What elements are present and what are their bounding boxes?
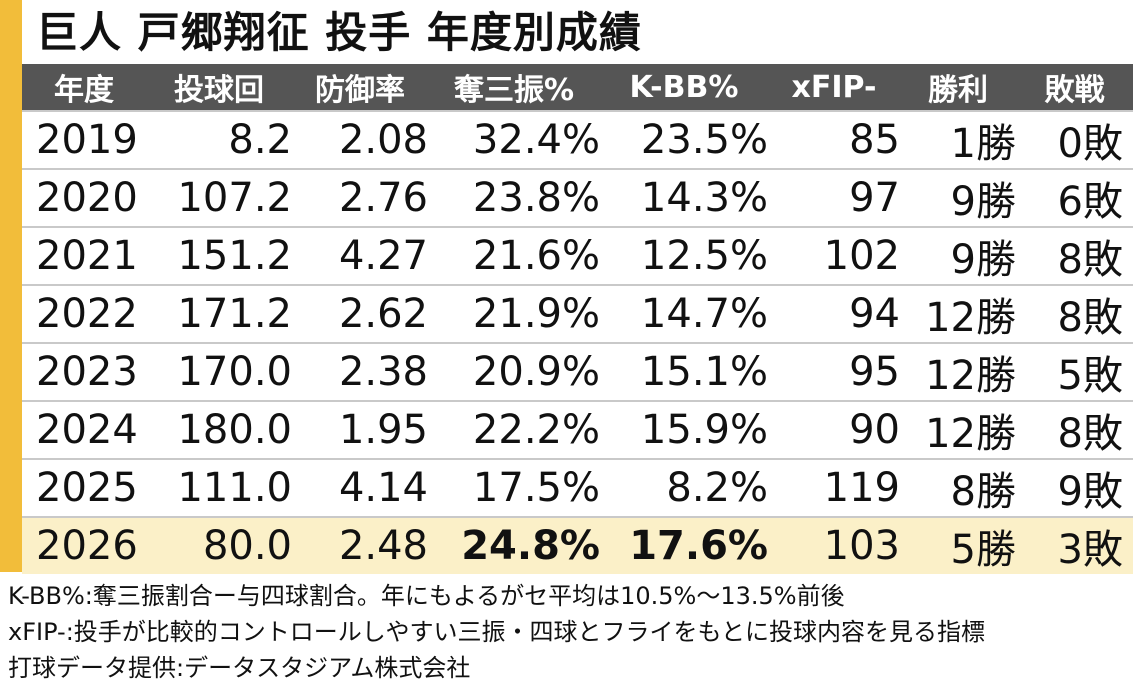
header-losses: 敗戦 bbox=[1044, 73, 1105, 108]
cell-innings: 171.2 bbox=[177, 291, 292, 337]
cell-wins: 1勝 bbox=[950, 121, 1016, 167]
cell-strikeout-rate: 22.2% bbox=[472, 407, 600, 453]
cell-xfip-minus: 95 bbox=[849, 349, 900, 395]
table-row-highlighted: 2026 80.0 2.48 24.8% 17.6% 103 5勝 3敗 bbox=[22, 516, 1133, 574]
cell-k-bb: 23.5% bbox=[640, 117, 768, 163]
cell-strikeout-rate: 23.8% bbox=[472, 175, 600, 221]
cell-innings: 8.2 bbox=[228, 117, 292, 163]
cell-innings: 80.0 bbox=[202, 523, 292, 569]
header-xfip-minus: xFIP- bbox=[791, 69, 877, 105]
cell-losses: 5敗 bbox=[1057, 353, 1123, 399]
cell-era: 4.27 bbox=[338, 233, 428, 279]
cell-era: 2.08 bbox=[338, 117, 428, 163]
cell-year: 2026 bbox=[36, 523, 138, 569]
cell-innings: 107.2 bbox=[177, 175, 292, 221]
cell-innings: 180.0 bbox=[177, 407, 292, 453]
cell-losses: 8敗 bbox=[1057, 237, 1123, 283]
cell-k-bb: 15.9% bbox=[640, 407, 768, 453]
cell-xfip-minus: 119 bbox=[823, 465, 900, 511]
cell-xfip-minus: 103 bbox=[823, 523, 900, 569]
cell-wins: 9勝 bbox=[950, 179, 1016, 225]
cell-innings: 151.2 bbox=[177, 233, 292, 279]
page-title: 巨人 戸郷翔征 投手 年度別成績 bbox=[36, 8, 642, 57]
cell-wins: 8勝 bbox=[950, 469, 1016, 515]
cell-k-bb: 14.3% bbox=[640, 175, 768, 221]
table-header-row: 年度 投球回 防御率 奪三振% K-BB% xFIP- 勝利 敗戦 bbox=[22, 64, 1133, 110]
cell-strikeout-rate: 24.8% bbox=[461, 523, 600, 569]
cell-innings: 111.0 bbox=[177, 465, 292, 511]
cell-k-bb: 17.6% bbox=[629, 523, 768, 569]
cell-k-bb: 8.2% bbox=[666, 465, 768, 511]
cell-k-bb: 15.1% bbox=[640, 349, 768, 395]
cell-xfip-minus: 85 bbox=[849, 117, 900, 163]
header-innings: 投球回 bbox=[174, 73, 264, 108]
cell-losses: 8敗 bbox=[1057, 411, 1123, 457]
cell-strikeout-rate: 17.5% bbox=[472, 465, 600, 511]
cell-year: 2019 bbox=[36, 117, 138, 163]
cell-xfip-minus: 94 bbox=[849, 291, 900, 337]
cell-wins: 12勝 bbox=[925, 353, 1016, 399]
footnotes: K-BB%:奪三振割合ー与四球割合。年にもよるがセ平均は10.5%～13.5%前… bbox=[8, 578, 1128, 686]
note-xfip: xFIP-:投手が比較的コントロールしやすい三振・四球とフライをもとに投球内容を… bbox=[8, 618, 986, 646]
table-row: 2024 180.0 1.95 22.2% 15.9% 90 12勝 8敗 bbox=[22, 400, 1133, 458]
cell-year: 2021 bbox=[36, 233, 138, 279]
cell-k-bb: 14.7% bbox=[640, 291, 768, 337]
cell-era: 2.48 bbox=[338, 523, 428, 569]
cell-losses: 8敗 bbox=[1057, 295, 1123, 341]
cell-wins: 9勝 bbox=[950, 237, 1016, 283]
cell-xfip-minus: 97 bbox=[849, 175, 900, 221]
note-data-source: 打球データ提供:データスタジアム株式会社 bbox=[8, 654, 471, 682]
cell-era: 4.14 bbox=[338, 465, 428, 511]
cell-k-bb: 12.5% bbox=[640, 233, 768, 279]
table-row: 2022 171.2 2.62 21.9% 14.7% 94 12勝 8敗 bbox=[22, 284, 1133, 342]
cell-era: 2.62 bbox=[338, 291, 428, 337]
table-row: 2019 8.2 2.08 32.4% 23.5% 85 1勝 0敗 bbox=[22, 110, 1133, 168]
header-strikeout-rate: 奪三振% bbox=[453, 73, 575, 108]
cell-wins: 12勝 bbox=[925, 295, 1016, 341]
header-k-bb: K-BB% bbox=[629, 69, 739, 105]
cell-innings: 170.0 bbox=[177, 349, 292, 395]
cell-era: 2.76 bbox=[338, 175, 428, 221]
cell-strikeout-rate: 21.9% bbox=[472, 291, 600, 337]
cell-losses: 9敗 bbox=[1057, 469, 1123, 515]
cell-strikeout-rate: 21.6% bbox=[472, 233, 600, 279]
note-k-bb: K-BB%:奪三振割合ー与四球割合。年にもよるがセ平均は10.5%～13.5%前… bbox=[8, 582, 845, 610]
cell-year: 2022 bbox=[36, 291, 138, 337]
cell-xfip-minus: 102 bbox=[823, 233, 900, 279]
cell-year: 2025 bbox=[36, 465, 138, 511]
cell-strikeout-rate: 20.9% bbox=[472, 349, 600, 395]
cell-year: 2020 bbox=[36, 175, 138, 221]
header-wins: 勝利 bbox=[928, 73, 988, 108]
table-row: 2020 107.2 2.76 23.8% 14.3% 97 9勝 6敗 bbox=[22, 168, 1133, 226]
cell-strikeout-rate: 32.4% bbox=[472, 117, 600, 163]
cell-era: 2.38 bbox=[338, 349, 428, 395]
cell-xfip-minus: 90 bbox=[849, 407, 900, 453]
cell-wins: 12勝 bbox=[925, 411, 1016, 457]
cell-losses: 3敗 bbox=[1057, 527, 1123, 573]
table-row: 2025 111.0 4.14 17.5% 8.2% 119 8勝 9敗 bbox=[22, 458, 1133, 516]
header-year: 年度 bbox=[54, 73, 114, 108]
cell-wins: 5勝 bbox=[950, 527, 1016, 573]
header-era: 防御率 bbox=[315, 73, 405, 108]
stats-table: 年度 投球回 防御率 奪三振% K-BB% xFIP- 勝利 敗戦 2019 8… bbox=[22, 64, 1133, 574]
cell-era: 1.95 bbox=[338, 407, 428, 453]
table-row: 2021 151.2 4.27 21.6% 12.5% 102 9勝 8敗 bbox=[22, 226, 1133, 284]
table-row: 2023 170.0 2.38 20.9% 15.1% 95 12勝 5敗 bbox=[22, 342, 1133, 400]
accent-bar bbox=[0, 0, 22, 572]
cell-losses: 6敗 bbox=[1057, 179, 1123, 225]
cell-year: 2024 bbox=[36, 407, 138, 453]
cell-losses: 0敗 bbox=[1057, 121, 1123, 167]
cell-year: 2023 bbox=[36, 349, 138, 395]
